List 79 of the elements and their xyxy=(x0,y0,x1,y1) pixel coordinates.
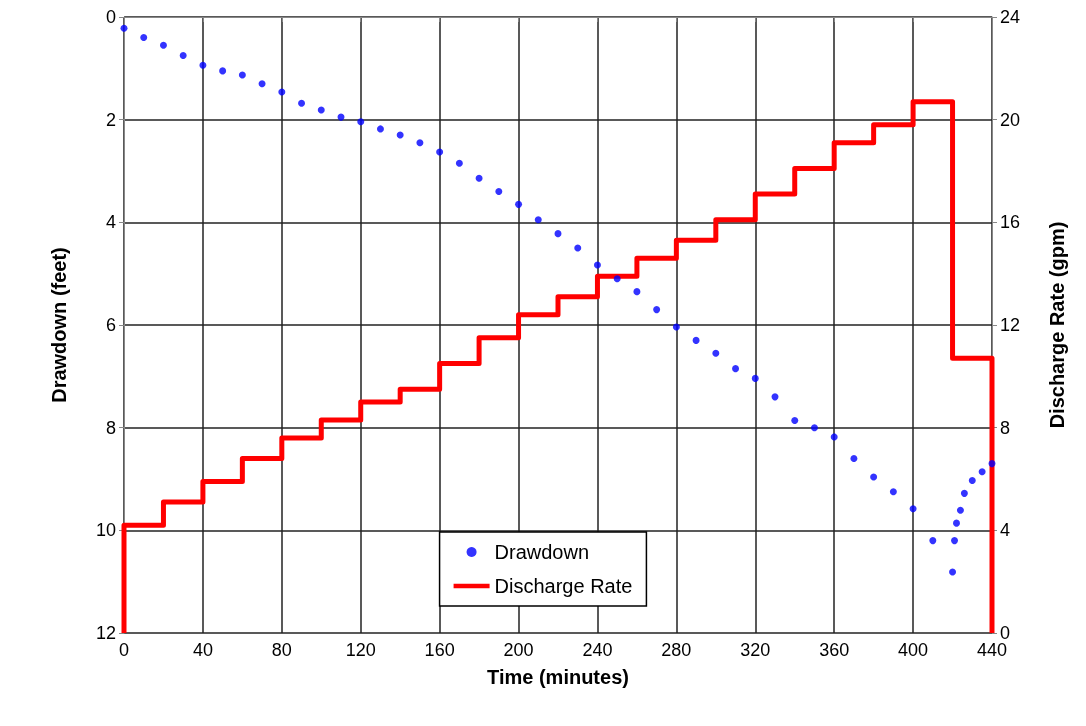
y2-tick-label: 24 xyxy=(1000,7,1021,27)
y-tick-label: 4 xyxy=(105,212,116,233)
y-tick-label: 8 xyxy=(105,417,116,438)
point xyxy=(850,454,858,462)
point xyxy=(613,275,621,283)
point xyxy=(949,568,957,576)
x-tick-label: 40 xyxy=(192,640,213,660)
x-tick-label: 400 xyxy=(898,640,929,660)
y-tick-label: 0 xyxy=(105,7,116,27)
y-axis-title: Drawdown (feet) xyxy=(48,247,70,403)
point xyxy=(298,99,306,107)
point xyxy=(953,519,960,527)
point xyxy=(951,537,959,545)
legend-label: Drawdown xyxy=(494,541,590,563)
point xyxy=(672,323,680,331)
point xyxy=(199,61,207,69)
point xyxy=(692,336,700,344)
point xyxy=(960,489,968,497)
point xyxy=(534,216,542,224)
y-tick-label: 10 xyxy=(95,520,116,541)
point xyxy=(238,71,246,79)
point xyxy=(889,488,897,496)
point xyxy=(495,188,503,196)
x-tick-label: 360 xyxy=(819,640,850,660)
point xyxy=(357,118,365,126)
point xyxy=(376,125,384,133)
y2-tick-label: 20 xyxy=(1000,109,1021,130)
point xyxy=(179,52,187,59)
x-tick-label: 0 xyxy=(118,640,130,660)
point xyxy=(593,261,601,269)
point xyxy=(140,34,148,42)
point xyxy=(653,306,661,314)
point xyxy=(909,505,917,513)
point xyxy=(396,131,404,139)
point xyxy=(978,468,986,476)
point xyxy=(968,477,976,485)
y-tick-label: 12 xyxy=(95,623,116,643)
y2-axis-title: Discharge Rate (gpm) xyxy=(1046,221,1068,429)
x-tick-label: 160 xyxy=(424,640,455,660)
point xyxy=(929,537,937,545)
point xyxy=(258,80,266,88)
point xyxy=(317,106,325,114)
y2-tick-label: 4 xyxy=(1000,520,1011,541)
point xyxy=(436,148,444,156)
point xyxy=(515,200,523,208)
point xyxy=(988,460,996,468)
y2-tick-label: 0 xyxy=(1000,623,1011,643)
point xyxy=(416,139,424,147)
point xyxy=(830,433,838,441)
point xyxy=(956,506,964,514)
point xyxy=(475,174,483,182)
y2-tick-label: 12 xyxy=(1000,315,1021,335)
x-tick-label: 320 xyxy=(740,640,771,660)
point xyxy=(791,416,799,424)
x-tick-label: 80 xyxy=(271,640,292,660)
y2-tick-label: 16 xyxy=(1000,212,1021,233)
point xyxy=(712,349,720,357)
point xyxy=(633,288,641,296)
x-tick-label: 280 xyxy=(661,640,692,660)
point xyxy=(574,244,582,252)
legend-label: Discharge Rate xyxy=(494,575,633,597)
point xyxy=(554,230,562,238)
point xyxy=(219,67,227,75)
y2-tick-label: 8 xyxy=(1000,417,1011,438)
point xyxy=(455,159,463,167)
point xyxy=(751,374,759,382)
x-tick-label: 200 xyxy=(503,640,534,660)
point xyxy=(810,424,818,432)
x-tick-label: 120 xyxy=(345,640,376,660)
point xyxy=(120,24,128,32)
point xyxy=(159,41,167,49)
x-axis-title: Time (minutes) xyxy=(487,666,629,688)
point xyxy=(278,88,286,96)
x-tick-label: 240 xyxy=(582,640,613,660)
point xyxy=(870,473,878,481)
x-tick-label: 440 xyxy=(976,640,1008,660)
y-tick-label: 6 xyxy=(105,315,116,335)
point xyxy=(732,365,740,373)
y-tick-label: 2 xyxy=(105,109,116,130)
